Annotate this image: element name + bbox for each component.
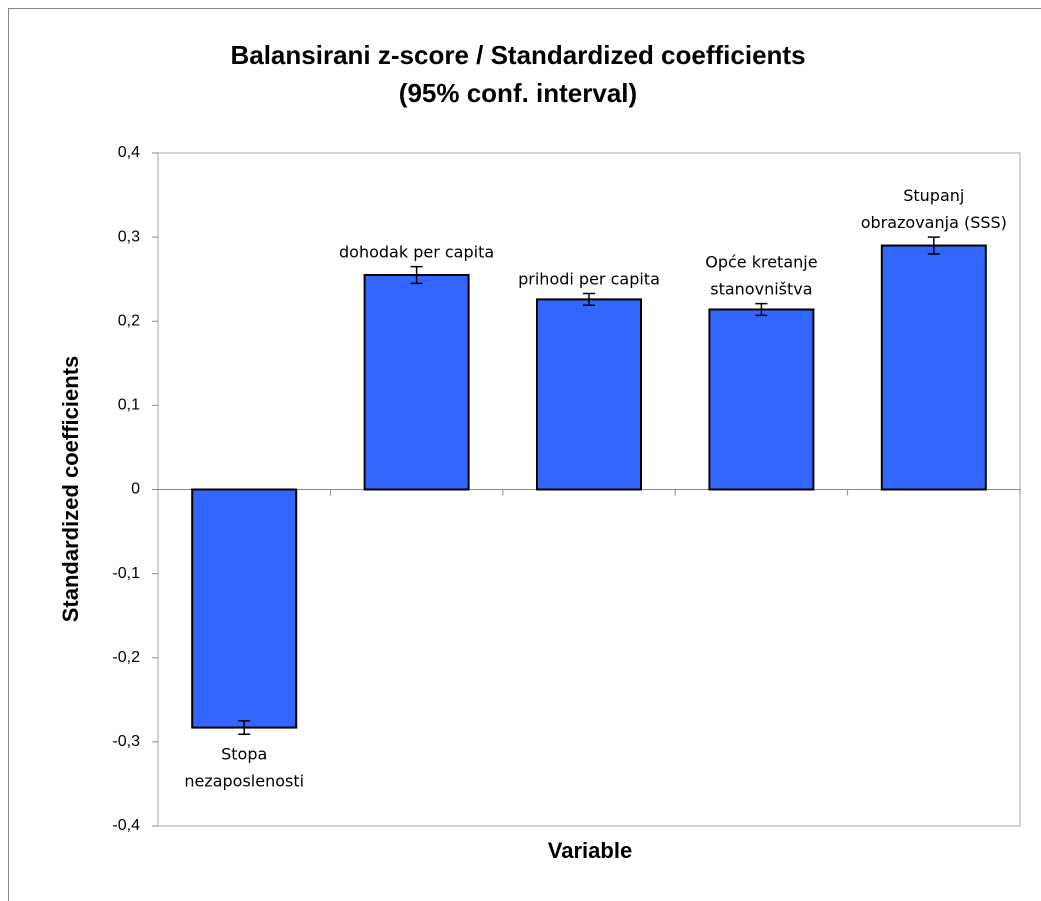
bar — [708, 308, 815, 491]
bar — [363, 273, 470, 491]
y-tick-label: -0,1 — [112, 565, 140, 582]
y-tick-label: -0,2 — [112, 649, 140, 666]
chart-subtitle: (95% conf. interval) — [399, 78, 637, 108]
chart-frame — [8, 8, 1041, 901]
error-bar — [410, 265, 423, 285]
y-tick-label: -0,3 — [112, 733, 140, 750]
error-bar — [755, 302, 768, 317]
data-label: prihodi per capita — [518, 269, 660, 288]
y-tick-label: 0,3 — [118, 228, 140, 245]
y-tick-label: 0,4 — [118, 144, 140, 161]
x-axis-title: Variable — [548, 838, 632, 863]
error-bar — [583, 292, 595, 307]
error-bar — [238, 720, 251, 736]
y-axis-title: Standardized coefficients — [58, 356, 83, 623]
bar — [880, 244, 987, 491]
chart-title: Balansirani z-score / Standardized coeff… — [230, 40, 805, 70]
y-tick-label: 0,1 — [118, 397, 140, 414]
data-label: Stopa nezaposlenosti — [184, 744, 304, 790]
data-label: Opće kretanje stanovništva — [705, 252, 817, 298]
y-tick-label: 0,2 — [118, 312, 140, 329]
bar — [536, 298, 642, 491]
y-tick-label: -0,4 — [112, 817, 140, 834]
y-tick-label: 0 — [131, 481, 140, 498]
bar — [191, 488, 298, 729]
error-bar — [927, 236, 940, 255]
data-label: dohodak per capita — [339, 242, 494, 261]
data-label: Stupanj obrazovanja (SSS) — [861, 186, 1007, 232]
